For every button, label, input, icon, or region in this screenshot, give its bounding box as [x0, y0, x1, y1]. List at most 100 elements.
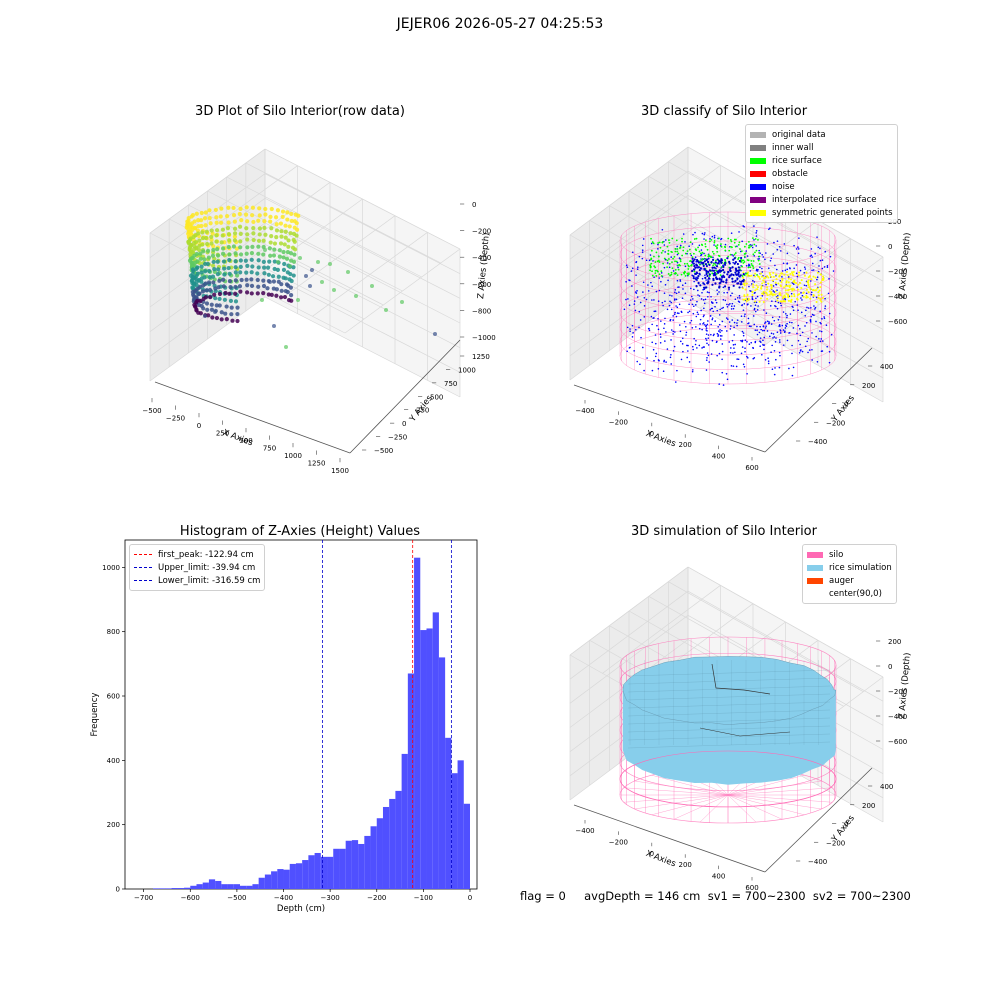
noise-point [791, 352, 793, 355]
noise-point [786, 316, 788, 319]
noise-point [650, 242, 653, 245]
data-point [210, 263, 216, 268]
noise-point [670, 256, 673, 258]
data-point [211, 247, 216, 253]
noise-point [731, 302, 734, 305]
noise-point [705, 337, 707, 340]
noise-point [672, 270, 675, 272]
noise-point [786, 268, 789, 271]
y-tick-label: 400 [880, 363, 893, 371]
data-point [261, 278, 266, 283]
data-point [216, 253, 221, 258]
x-tick-label: 500 [239, 437, 252, 445]
data-point [278, 221, 284, 226]
noise-point [773, 241, 775, 244]
data-point [261, 259, 266, 264]
noise-point [773, 350, 776, 352]
data-point [204, 288, 209, 293]
noise-point [778, 351, 781, 354]
noise-point [669, 300, 671, 303]
noise-point [711, 235, 714, 238]
noise-point [746, 372, 748, 375]
data-point [263, 212, 268, 217]
noise-point [811, 332, 813, 334]
data-point [275, 208, 281, 213]
legend-entry-auger: auger [807, 574, 892, 587]
noise-point [719, 308, 722, 311]
data-point [265, 265, 271, 270]
data-point [207, 216, 212, 221]
y-tick-label: −200 [826, 419, 845, 427]
data-point [294, 227, 300, 232]
y-tick-label: −400 [808, 438, 827, 446]
data-point [292, 247, 298, 252]
data-point [308, 284, 312, 288]
legend-label: auger [829, 575, 854, 586]
noise-point [811, 269, 813, 272]
data-point [289, 218, 294, 224]
noise-point [773, 336, 776, 338]
noise-point [806, 306, 808, 309]
data-point [227, 271, 232, 276]
data-point [207, 287, 213, 293]
data-point [282, 242, 287, 247]
noise-point [751, 246, 754, 249]
noise-point [800, 297, 802, 299]
data-point [201, 249, 206, 254]
x-tick-label: 600 [745, 464, 758, 472]
data-point [219, 317, 224, 322]
noise-point [707, 337, 710, 339]
data-point [239, 277, 244, 283]
noise-point [795, 248, 798, 250]
noise-point [666, 308, 669, 311]
noise-point [657, 328, 660, 331]
z-tick-label: 0 [888, 243, 892, 251]
noise-point [763, 348, 765, 351]
data-point [255, 277, 260, 283]
noise-point [793, 267, 795, 270]
noise-point [662, 370, 665, 372]
data-point [276, 260, 280, 264]
noise-point [773, 373, 776, 376]
data-point [238, 289, 243, 294]
data-point [213, 207, 218, 213]
noise-point [779, 332, 782, 334]
data-point [245, 283, 250, 288]
noise-point [655, 352, 658, 355]
data-point [239, 217, 244, 223]
noise-point [631, 267, 634, 270]
data-point [204, 301, 210, 306]
data-point [384, 308, 388, 312]
data-point [231, 213, 237, 218]
data-point [269, 206, 274, 212]
noise-point [702, 315, 705, 318]
data-point [203, 295, 208, 300]
legend-swatch [807, 591, 823, 597]
x-tick-label: −400 [575, 827, 594, 835]
noise-point [726, 303, 728, 306]
noise-point [782, 311, 785, 313]
noise-point [737, 358, 740, 361]
data-point [316, 260, 320, 264]
data-point [263, 206, 268, 212]
noise-point [716, 289, 718, 291]
data-point [214, 215, 219, 220]
noise-point [626, 350, 628, 353]
data-point [220, 227, 226, 232]
noise-point [675, 292, 678, 295]
data-point [233, 270, 238, 275]
noise-point [726, 378, 729, 381]
data-point [289, 298, 294, 303]
y-tick-label: 250 [416, 407, 429, 415]
noise-point [739, 297, 741, 299]
noise-point [797, 248, 800, 250]
noise-point [698, 327, 701, 330]
grid-line [264, 148, 461, 250]
data-point [257, 213, 262, 218]
data-point [235, 311, 240, 317]
noise-point [776, 294, 779, 297]
data-point [195, 271, 200, 276]
noise-point [796, 275, 799, 278]
noise-point [756, 329, 758, 331]
